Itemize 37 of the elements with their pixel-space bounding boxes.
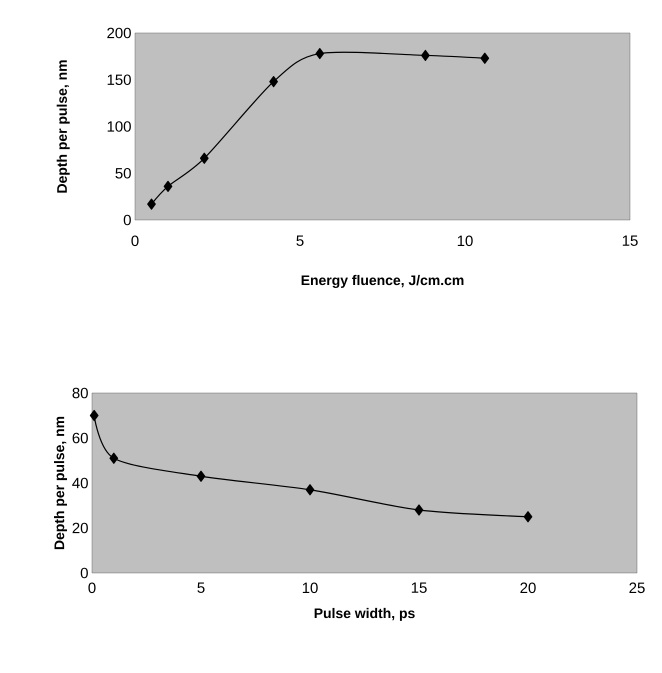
y-tick-label: 150: [108, 74, 131, 86]
point: [306, 484, 314, 496]
point: [200, 152, 209, 164]
x-tick-label: 25: [629, 582, 645, 594]
y-tick-label: 20: [72, 522, 88, 534]
y-tick-label: 0: [124, 214, 131, 226]
y-tick-label: 200: [107, 28, 131, 38]
point: [315, 48, 324, 60]
point: [109, 452, 118, 464]
x-axis-title: Energy fluence, J/cm.cm: [302, 274, 464, 288]
x-tick-label: 5: [296, 236, 304, 246]
y-tick-label: 40: [72, 478, 88, 488]
x-tick-label: 10: [302, 582, 318, 594]
point: [196, 470, 206, 482]
point: [90, 410, 99, 422]
point: [164, 180, 172, 192]
y-tick-label: 80: [72, 388, 88, 398]
point: [480, 52, 490, 64]
x-tick-label: 15: [622, 236, 638, 246]
y-tick-label: 100: [108, 121, 131, 132]
x-tick-label: 5: [197, 582, 205, 593]
x-axis-title: Pulse width, ps: [314, 608, 415, 621]
x-tick-label: 10: [458, 236, 473, 246]
y-tick-label: 60: [72, 432, 88, 444]
point: [147, 198, 156, 210]
point: [524, 511, 532, 522]
point: [269, 76, 278, 88]
x-tick-label: 15: [412, 582, 427, 593]
point: [421, 50, 430, 62]
point: [414, 504, 424, 516]
y-tick-label: 50: [115, 168, 131, 179]
x-tick-label: 0: [88, 582, 96, 594]
y-axis-title: Depth per pulse, nm: [56, 60, 70, 193]
x-tick-label: 0: [131, 236, 139, 246]
x-tick-label: 20: [520, 582, 536, 594]
y-axis-title: Depth per pulse, nm: [54, 416, 68, 550]
y-tick-label: 0: [80, 568, 88, 578]
